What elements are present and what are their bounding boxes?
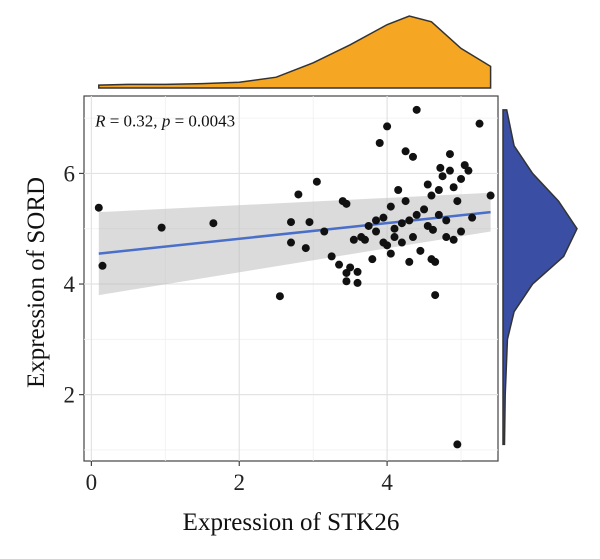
data-point xyxy=(375,139,384,148)
data-point xyxy=(390,224,399,233)
data-point xyxy=(390,233,399,242)
data-point xyxy=(431,291,440,300)
data-point xyxy=(287,218,295,227)
data-point xyxy=(383,241,392,250)
y-tick-label: 6 xyxy=(64,161,76,186)
y-axis-label: Expression of SORD xyxy=(23,177,50,388)
data-point xyxy=(275,292,284,301)
data-point xyxy=(401,147,410,156)
data-point xyxy=(94,203,103,212)
data-point xyxy=(457,174,466,183)
data-point xyxy=(353,278,362,287)
data-point xyxy=(327,252,336,261)
data-point xyxy=(445,166,454,175)
x-tick-label: 2 xyxy=(234,470,246,495)
data-point xyxy=(486,191,495,200)
data-point xyxy=(157,223,166,232)
x-axis-label: Expression of STK26 xyxy=(183,509,400,536)
data-point xyxy=(301,244,310,253)
data-point xyxy=(405,257,414,266)
data-point xyxy=(346,263,355,272)
data-point xyxy=(372,216,381,225)
data-point xyxy=(464,166,473,175)
data-point xyxy=(305,218,314,227)
correlation-annotation: R = 0.32, p = 0.0043 xyxy=(94,111,235,130)
data-point xyxy=(442,233,451,242)
data-point xyxy=(379,213,388,222)
data-point xyxy=(431,257,440,266)
data-point xyxy=(397,219,406,228)
data-point xyxy=(453,440,462,449)
data-point xyxy=(372,227,381,236)
data-point xyxy=(360,235,369,244)
y-axis-ticks: 2 4 6 xyxy=(64,161,84,408)
data-point xyxy=(428,225,437,234)
data-point xyxy=(386,202,395,211)
x-tick-label: 0 xyxy=(86,470,98,495)
data-point xyxy=(449,235,458,244)
r-symbol: R xyxy=(94,111,106,130)
data-point xyxy=(445,150,454,159)
data-point xyxy=(383,122,392,131)
data-point xyxy=(405,216,414,225)
data-point xyxy=(397,238,406,247)
data-point xyxy=(342,277,351,286)
x-tick-label: 4 xyxy=(381,470,393,495)
data-point xyxy=(408,152,417,161)
p-symbol: p xyxy=(161,111,171,130)
y-tick-label: 2 xyxy=(64,383,76,408)
data-point xyxy=(209,219,218,228)
data-point xyxy=(436,163,445,172)
data-point xyxy=(434,210,443,219)
marginal-y-density xyxy=(502,109,578,446)
r-value: = 0.32, xyxy=(105,111,161,130)
data-point xyxy=(401,197,410,206)
data-point xyxy=(394,186,403,195)
marginal-x-density xyxy=(98,15,492,89)
data-point xyxy=(449,183,458,192)
data-point xyxy=(420,205,429,214)
data-point xyxy=(342,199,351,208)
data-point xyxy=(438,172,447,181)
data-point xyxy=(416,246,425,255)
data-point xyxy=(287,238,295,247)
x-axis-ticks: 0 2 4 xyxy=(86,461,393,495)
data-point xyxy=(386,249,395,258)
data-point xyxy=(412,105,421,114)
data-point xyxy=(364,221,373,230)
data-point xyxy=(294,190,303,199)
data-point xyxy=(98,261,107,270)
data-point xyxy=(368,255,377,264)
data-point xyxy=(423,180,432,189)
data-point xyxy=(468,213,477,222)
data-point xyxy=(335,260,344,269)
data-point xyxy=(475,119,484,128)
data-point xyxy=(408,233,417,242)
data-point xyxy=(349,235,358,244)
data-point xyxy=(353,267,362,276)
data-point xyxy=(457,227,466,236)
data-point xyxy=(427,191,436,200)
data-point xyxy=(434,186,443,195)
data-point xyxy=(442,216,451,225)
data-point xyxy=(312,177,321,186)
y-tick-label: 4 xyxy=(64,272,76,297)
regression-line xyxy=(98,210,491,255)
data-point xyxy=(453,197,462,206)
p-value: = 0.0043 xyxy=(170,111,235,130)
data-point xyxy=(412,210,421,219)
plot-panel xyxy=(83,95,499,462)
data-points xyxy=(94,105,495,449)
data-point xyxy=(320,227,329,236)
